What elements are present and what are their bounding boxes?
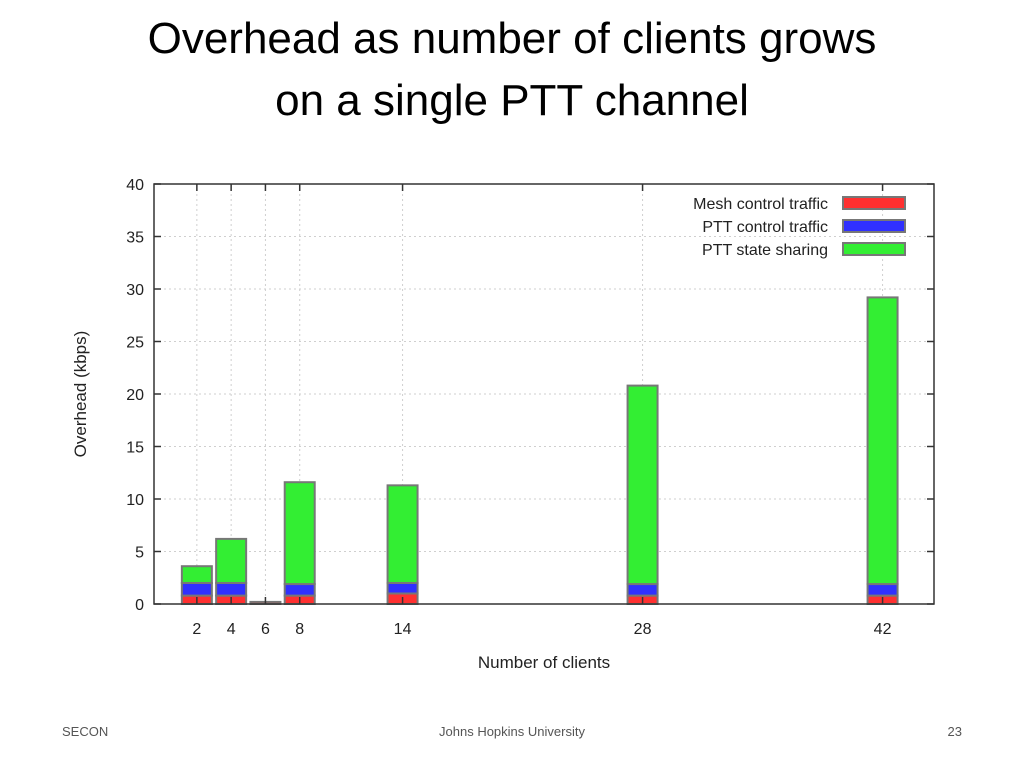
x-tick-label: 42 <box>874 621 892 638</box>
legend-swatch <box>842 219 906 233</box>
legend-swatch <box>842 196 906 210</box>
bar-segment <box>180 582 213 597</box>
grid-layer <box>154 184 934 604</box>
x-tick-label: 8 <box>295 621 304 638</box>
legend-label: Mesh control traffic <box>693 196 828 213</box>
bar-segment <box>866 296 899 586</box>
bar-segment <box>215 537 248 585</box>
y-axis-label: Overhead (kbps) <box>71 331 90 458</box>
y-tick-label: 15 <box>126 440 144 457</box>
bar-segment <box>626 384 659 586</box>
x-tick-label: 14 <box>394 621 412 638</box>
bar-segment <box>626 583 659 597</box>
footer-page-number: 23 <box>947 724 962 739</box>
slide-title-line-2: on a single PTT channel <box>275 76 749 125</box>
footer-conference: SECON <box>62 724 109 739</box>
x-tick-label: 4 <box>227 621 236 638</box>
legend-label: PTT state sharing <box>702 242 828 259</box>
slide-title: Overhead as number of clients grows on a… <box>0 8 1024 132</box>
y-tick-label: 0 <box>135 597 144 614</box>
y-tick-label: 5 <box>135 545 144 562</box>
bar-segment <box>283 481 316 586</box>
axes-layer: 0 5 10 15 20 25 30 35 40 2 4 6 8 14 28 42 <box>126 177 935 638</box>
x-tick-label: 6 <box>261 621 270 638</box>
bar-segment <box>180 565 213 585</box>
y-tick-label: 20 <box>126 387 144 404</box>
bar-segment <box>386 484 419 585</box>
x-axis-label: Number of clients <box>478 653 610 672</box>
bars-layer <box>180 296 899 606</box>
y-tick-label: 35 <box>126 230 144 247</box>
y-tick-label: 25 <box>126 335 144 352</box>
bar-segment <box>215 582 248 597</box>
legend-label: PTT control traffic <box>702 219 828 236</box>
chart-legend: Mesh control traffic PTT control traffic P… <box>693 196 906 259</box>
footer-institution: Johns Hopkins University <box>439 724 585 739</box>
y-tick-label: 10 <box>126 492 144 509</box>
x-tick-label: 2 <box>192 621 201 638</box>
y-tick-label: 30 <box>126 282 144 299</box>
bar-segment <box>386 582 419 595</box>
x-tick-label: 28 <box>634 621 652 638</box>
legend-swatch <box>842 242 906 256</box>
slide-title-line-1: Overhead as number of clients grows <box>147 14 877 63</box>
bar-segment <box>283 583 316 597</box>
y-tick-label: 40 <box>126 177 144 194</box>
bar-segment <box>866 583 899 597</box>
